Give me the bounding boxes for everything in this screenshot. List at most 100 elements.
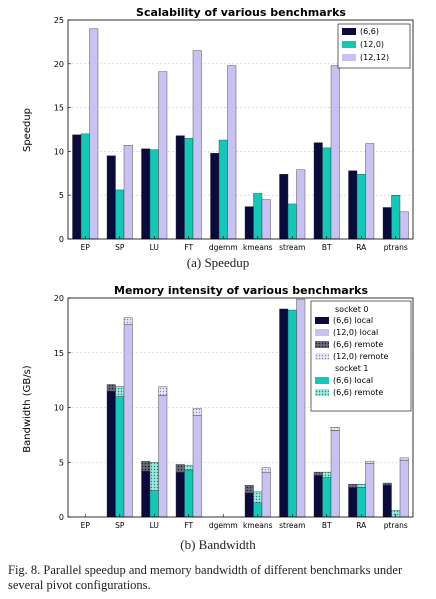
legend-swatch-1212 (342, 54, 356, 61)
chart1-xtick-label: BT (322, 243, 332, 252)
bar-bandwidth-sp-remote-2 (123, 317, 133, 325)
bar-bandwidth-bt-remote-0 (313, 471, 323, 476)
chart1-xtick-label: FT (184, 243, 193, 252)
legend-group-socket0: socket 0 (335, 305, 369, 314)
bar-speedup-ep-0 (72, 134, 82, 240)
bar-speedup-lu-2 (158, 71, 168, 240)
speedup-chart: Scalability of various benchmarks Speedu… (22, 6, 414, 252)
chart1-yticks: 0 5 10 15 20 25 (54, 16, 71, 244)
bar-bandwidth-stream-local-0 (279, 308, 289, 518)
chart2-ytick-label: 10 (54, 404, 64, 413)
legend-swatch-120 (342, 41, 356, 48)
chart1-ylabel: Speedup (22, 108, 33, 152)
legend-label-s1-66-remote: (6,6) remote (333, 388, 383, 397)
chart2-title: Memory intensity of various benchmarks (114, 284, 368, 297)
chart1-xtick-label: LU (150, 243, 159, 252)
chart1-xtick-label: SP (115, 243, 125, 252)
chart1-plot-frame (67, 19, 414, 240)
legend-swatch-s1-66-remote (315, 389, 329, 396)
bar-bandwidth-ptrans-local-2 (399, 459, 409, 518)
bar-speedup-ft-2 (192, 50, 202, 240)
bar-bandwidth-bt-local-2 (330, 430, 340, 518)
bar-speedup-bt-0 (313, 142, 323, 240)
bar-speedup-ra-0 (348, 170, 358, 240)
bar-speedup-sp-1 (115, 189, 125, 240)
bar-bandwidth-ft-local-0 (175, 471, 185, 518)
bar-bandwidth-bt-local-0 (313, 475, 323, 518)
legend-swatch-s0-120-remote (315, 353, 329, 360)
chart2-xtick-label: stream (279, 521, 305, 530)
bar-bandwidth-stream-local-1 (287, 309, 297, 518)
bar-bandwidth-kmeans-remote-0 (244, 485, 254, 494)
bar-bandwidth-ptrans-remote-2 (399, 457, 409, 461)
bar-bandwidth-ft-local-1 (184, 469, 194, 518)
chart2-xtick-label: dgemm (209, 521, 238, 530)
chart2-xtick-label: EP (81, 521, 91, 530)
chart1-ytick-label: 0 (59, 235, 64, 244)
chart1-xtick-label: ptrans (384, 243, 408, 252)
legend-label-120: (12,0) (360, 40, 384, 49)
legend-swatch-s0-66-local (315, 317, 329, 324)
bar-speedup-ft-1 (184, 138, 194, 240)
bar-bandwidth-ptrans-local-0 (382, 485, 392, 518)
bar-bandwidth-lu-local-1 (149, 490, 159, 518)
bar-speedup-dgemm-2 (227, 65, 237, 240)
chart1-xtick-label: kmeans (243, 243, 273, 252)
bar-speedup-bt-1 (322, 147, 332, 240)
chart2-xticks: EP SP LU FT dgemm kmeans stream BT RA ptrans (81, 514, 408, 530)
bandwidth-chart: Memory intensity of various benchmarks B… (22, 284, 414, 530)
figure-caption: Fig. 8. Parallel speedup and memory band… (8, 563, 403, 592)
chart1-title: Scalability of various benchmarks (136, 6, 346, 19)
bar-bandwidth-ptrans-remote-0 (382, 482, 392, 486)
bar-speedup-stream-1 (287, 203, 297, 240)
chart1-ytick-label: 20 (54, 60, 64, 69)
chart2-xtick-label: FT (184, 521, 193, 530)
bar-speedup-kmeans-2 (261, 199, 271, 240)
bar-bandwidth-lu-remote-2 (158, 386, 168, 396)
chart2-legend: socket 0 (6,6) local (12,0) local (6,6) … (310, 300, 412, 412)
bar-bandwidth-kmeans-remote-1 (253, 491, 263, 503)
chart2-ylabel: Bandwidth (GB/s) (22, 365, 33, 453)
legend-swatch-s0-66-remote (315, 341, 329, 348)
chart1-ytick-label: 15 (54, 104, 64, 113)
bar-speedup-lu-0 (141, 148, 151, 240)
legend-label-66: (6,6) (360, 27, 379, 36)
bar-bandwidth-sp-local-0 (106, 390, 116, 518)
chart2-ytick-label: 5 (59, 458, 64, 467)
bar-speedup-ft-0 (175, 135, 185, 240)
chart2-xtick-label: kmeans (243, 521, 273, 530)
bar-bandwidth-lu-remote-1 (149, 462, 159, 491)
bar-bandwidth-stream-local-2 (296, 298, 306, 518)
legend-label-s0-120-remote: (12,0) remote (333, 352, 388, 361)
chart2-xtick-label: LU (150, 521, 159, 530)
bar-bandwidth-bt-local-1 (322, 477, 332, 518)
bar-bandwidth-ra-local-0 (348, 487, 358, 518)
bar-bandwidth-kmeans-local-0 (244, 492, 254, 518)
bar-bandwidth-kmeans-local-2 (261, 471, 271, 518)
chart2-ytick-label: 15 (54, 349, 64, 358)
bar-bandwidth-ft-remote-2 (192, 408, 202, 416)
chart2-xtick-label: SP (115, 521, 125, 530)
bar-bandwidth-lu-remote-0 (141, 460, 151, 472)
bar-speedup-ep-1 (80, 133, 90, 240)
legend-label-1212: (12,12) (360, 53, 389, 62)
chart1-legend: (6,6) (12,0) (12,12) (337, 23, 411, 69)
bar-bandwidth-lu-local-0 (141, 470, 151, 518)
chart1-xtick-label: dgemm (209, 243, 238, 252)
bar-speedup-sp-2 (123, 145, 133, 240)
chart1-ytick-label: 25 (54, 16, 64, 25)
bar-speedup-ra-1 (356, 173, 366, 240)
chart1-bars (72, 28, 409, 240)
bar-speedup-sp-0 (106, 155, 116, 240)
bar-bandwidth-ra-remote-2 (365, 460, 375, 464)
bar-speedup-bt-2 (330, 65, 340, 240)
chart1-ytick-label: 5 (59, 191, 64, 200)
chart2-bars (106, 298, 409, 518)
legend-label-s0-66-remote: (6,6) remote (333, 340, 383, 349)
legend-label-s0-66-local: (6,6) local (333, 316, 373, 325)
bar-bandwidth-ft-local-2 (192, 414, 202, 518)
bar-speedup-kmeans-1 (253, 193, 263, 240)
chart2-xtick-label: RA (356, 521, 367, 530)
legend-group-socket1: socket 1 (335, 364, 369, 373)
bar-speedup-ra-2 (365, 143, 375, 240)
